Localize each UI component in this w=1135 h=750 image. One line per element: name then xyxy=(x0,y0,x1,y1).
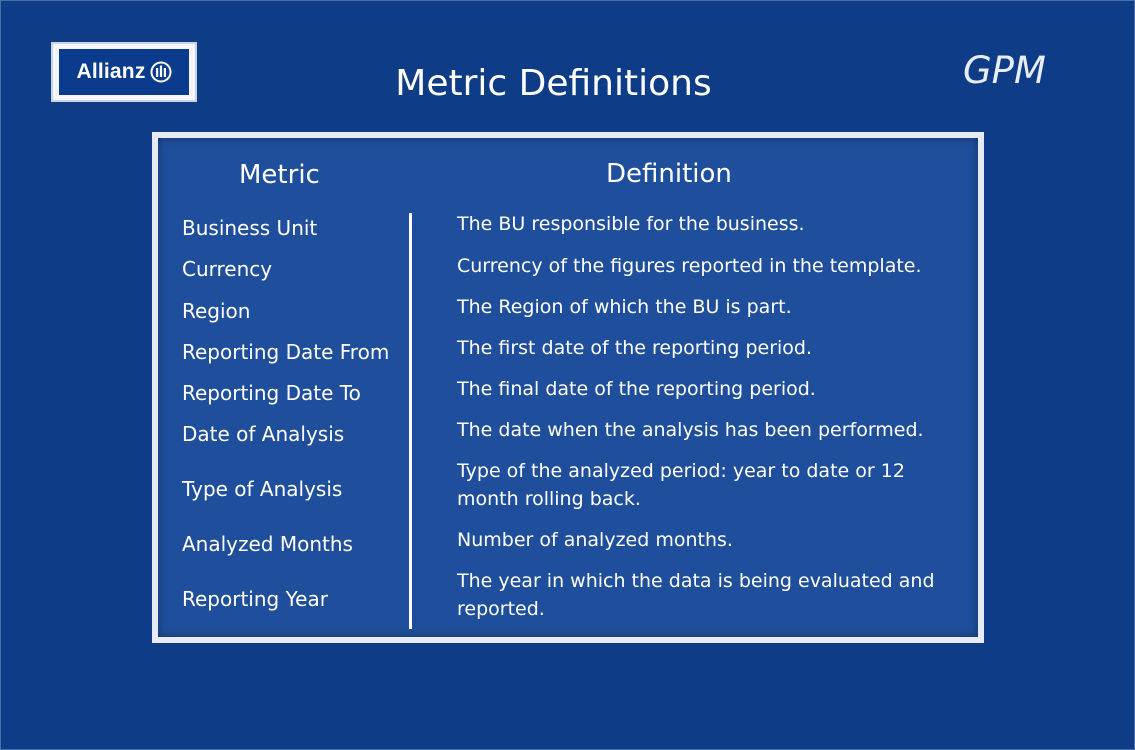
metric-name: Analyzed Months xyxy=(182,532,353,556)
metric-definition: The Region of which the BU is part. xyxy=(457,296,792,318)
metric-definition: Number of analyzed months. xyxy=(457,529,733,551)
brand-label: GPM xyxy=(963,49,1046,92)
metric-name: Type of Analysis xyxy=(182,477,343,501)
allianz-logo: Allianz xyxy=(51,42,197,102)
metric-definition: The date when the analysis has been perf… xyxy=(457,419,924,441)
allianz-eagle-icon xyxy=(150,61,172,83)
metric-name: Region xyxy=(182,299,251,323)
metric-name: Reporting Date To xyxy=(182,381,361,405)
metric-name: Reporting Year xyxy=(182,587,328,611)
metric-name: Currency xyxy=(182,257,273,281)
definition-column-header: Definition xyxy=(606,159,732,189)
metric-definition: The first date of the reporting period. xyxy=(457,337,813,359)
metric-definition: The final date of the reporting period. xyxy=(457,378,816,400)
logo-text: Allianz xyxy=(76,60,146,83)
metric-name: Business Unit xyxy=(182,216,318,240)
metric-name: Date of Analysis xyxy=(182,422,345,446)
column-divider xyxy=(409,213,412,629)
metric-column-header: Metric xyxy=(239,160,320,190)
metric-definition: Currency of the figures reported in the … xyxy=(457,255,922,277)
metric-definition: Type of the analyzed period: year to dat… xyxy=(457,460,905,510)
logo-badge: Allianz xyxy=(59,49,189,95)
definitions-panel: Metric Definition Business Unit The BU r… xyxy=(152,132,984,643)
metric-name: Reporting Date From xyxy=(182,340,390,364)
metric-definition: The year in which the data is being eval… xyxy=(457,570,935,620)
page-title: Metric Definitions xyxy=(395,63,712,104)
metric-definition: The BU responsible for the business. xyxy=(457,213,805,235)
